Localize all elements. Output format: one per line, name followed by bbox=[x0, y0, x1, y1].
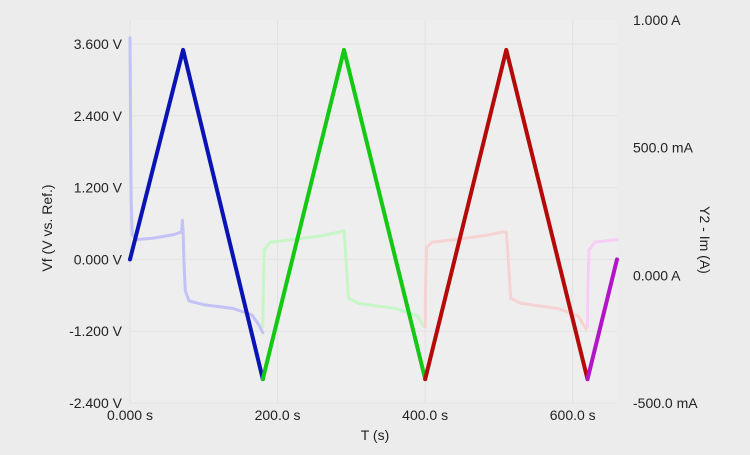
x-tick-label: 200.0 s bbox=[255, 407, 301, 423]
y-axis-right-label: Y2 - Im (A) bbox=[697, 206, 713, 274]
x-tick-label: 400.0 s bbox=[402, 407, 448, 423]
voltage-series-line-4 bbox=[585, 257, 619, 382]
current-series-group bbox=[128, 36, 619, 335]
y-axis-left-label: Vf (V vs. Ref.) bbox=[39, 184, 55, 271]
axes: 0.000 s 200.0 s 400.0 s 600.0 s 3.600 V 2.400… bbox=[69, 12, 698, 423]
voltage-series-line-1 bbox=[128, 47, 265, 382]
y-left-tick-label: 0.000 V bbox=[74, 251, 123, 267]
y-right-tick-label: 0.000 A bbox=[633, 267, 681, 283]
voltage-series-line-2 bbox=[260, 47, 428, 382]
voltage-series-line-3 bbox=[423, 47, 590, 382]
x-tick-label: 600.0 s bbox=[550, 407, 596, 423]
grid bbox=[129, 20, 617, 404]
y-right-tick-label: -500.0 mA bbox=[633, 395, 698, 411]
plot-area bbox=[130, 20, 617, 403]
current-series-line-4 bbox=[586, 238, 619, 328]
current-series-line-3 bbox=[423, 230, 588, 331]
x-axis-label: T (s) bbox=[361, 427, 390, 443]
y-right-tick-label: 500.0 mA bbox=[633, 140, 694, 156]
y-right-tick-label: 1.000 A bbox=[633, 12, 681, 28]
y-left-tick-label: -1.200 V bbox=[69, 323, 123, 339]
current-series-line-2 bbox=[261, 229, 426, 328]
current-series-line-1 bbox=[128, 36, 265, 335]
y-left-tick-label: -2.400 V bbox=[69, 395, 123, 411]
x-tick-label: 0.000 s bbox=[107, 407, 153, 423]
voltage-series-group bbox=[128, 47, 619, 382]
y-left-tick-label: 2.400 V bbox=[74, 108, 123, 124]
y-left-tick-label: 1.200 V bbox=[74, 180, 123, 196]
y-left-tick-label: 3.600 V bbox=[74, 36, 123, 52]
